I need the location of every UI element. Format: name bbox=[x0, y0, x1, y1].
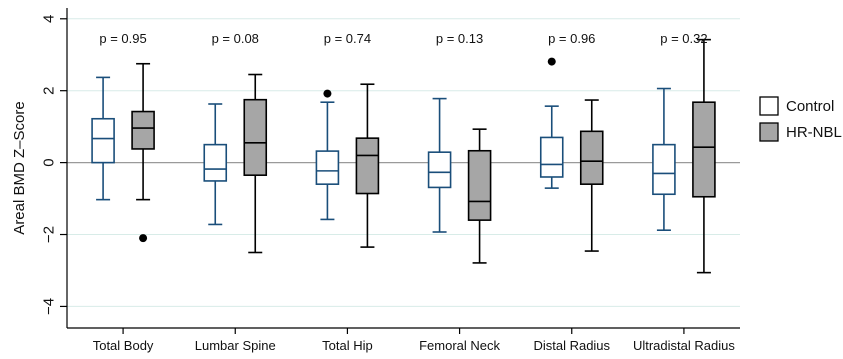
box-hrnbl bbox=[692, 38, 716, 274]
boxes bbox=[91, 38, 716, 274]
outlier-point bbox=[547, 57, 556, 66]
iqr-box bbox=[131, 110, 155, 150]
iqr-box bbox=[315, 150, 340, 185]
x-tick-label: Femoral Neck bbox=[419, 338, 500, 353]
iqr-box bbox=[652, 143, 676, 196]
gridlines bbox=[67, 18, 740, 307]
box-control bbox=[539, 57, 564, 189]
p-value-label: p = 0.95 bbox=[99, 31, 146, 46]
p-value-label: p = 0.96 bbox=[548, 31, 595, 46]
iqr-box bbox=[91, 117, 115, 164]
box-hrnbl bbox=[579, 99, 604, 252]
box-hrnbl bbox=[131, 62, 155, 243]
p-value-label: p = 0.32 bbox=[660, 31, 707, 46]
iqr-box bbox=[243, 98, 268, 176]
iqr-box bbox=[203, 143, 228, 182]
x-tick-label: Ultradistal Radius bbox=[633, 338, 735, 353]
y-tick-label: 0 bbox=[41, 158, 58, 166]
y-tick-label: 4 bbox=[41, 15, 58, 23]
x-tick-label: Total Hip bbox=[322, 338, 373, 353]
outlier-point bbox=[323, 89, 332, 98]
box-control bbox=[427, 97, 452, 233]
iqr-box bbox=[427, 151, 452, 189]
axes: −4 −2 0 2 4 Areal BMD Z–Score bbox=[11, 8, 740, 334]
x-tick-label: Distal Radius bbox=[533, 338, 610, 353]
iqr-box bbox=[467, 149, 492, 221]
y-tick-label: −2 bbox=[41, 226, 58, 243]
p-value-label: p = 0.74 bbox=[324, 31, 371, 46]
outlier-point bbox=[139, 234, 148, 243]
box-control bbox=[203, 103, 228, 226]
iqr-box bbox=[355, 137, 380, 195]
legend-swatch bbox=[759, 122, 779, 142]
p-value-label: p = 0.08 bbox=[212, 31, 259, 46]
iqr-box bbox=[579, 130, 604, 185]
iqr-box bbox=[539, 136, 564, 178]
p-value-label: p = 0.13 bbox=[436, 31, 483, 46]
box-hrnbl bbox=[243, 73, 268, 254]
y-axis-label: Areal BMD Z–Score bbox=[11, 101, 28, 234]
box-hrnbl bbox=[355, 83, 380, 248]
legend: Control HR-NBL bbox=[759, 96, 842, 142]
x-tick-label: Total Body bbox=[93, 338, 154, 353]
iqr-box bbox=[692, 101, 716, 198]
y-tick-label: −4 bbox=[41, 298, 58, 315]
box-control bbox=[652, 87, 676, 232]
y-tick-label: 2 bbox=[41, 87, 58, 95]
labels: p = 0.95 Total Body p = 0.08 Lumbar Spine p … bbox=[93, 31, 736, 353]
box-control bbox=[91, 76, 115, 201]
legend-label: Control bbox=[786, 98, 834, 115]
x-tick-label: Lumbar Spine bbox=[195, 338, 276, 353]
box-hrnbl bbox=[467, 128, 492, 264]
legend-label: HR-NBL bbox=[786, 124, 842, 141]
box-control bbox=[315, 89, 340, 221]
legend-swatch bbox=[759, 96, 779, 116]
